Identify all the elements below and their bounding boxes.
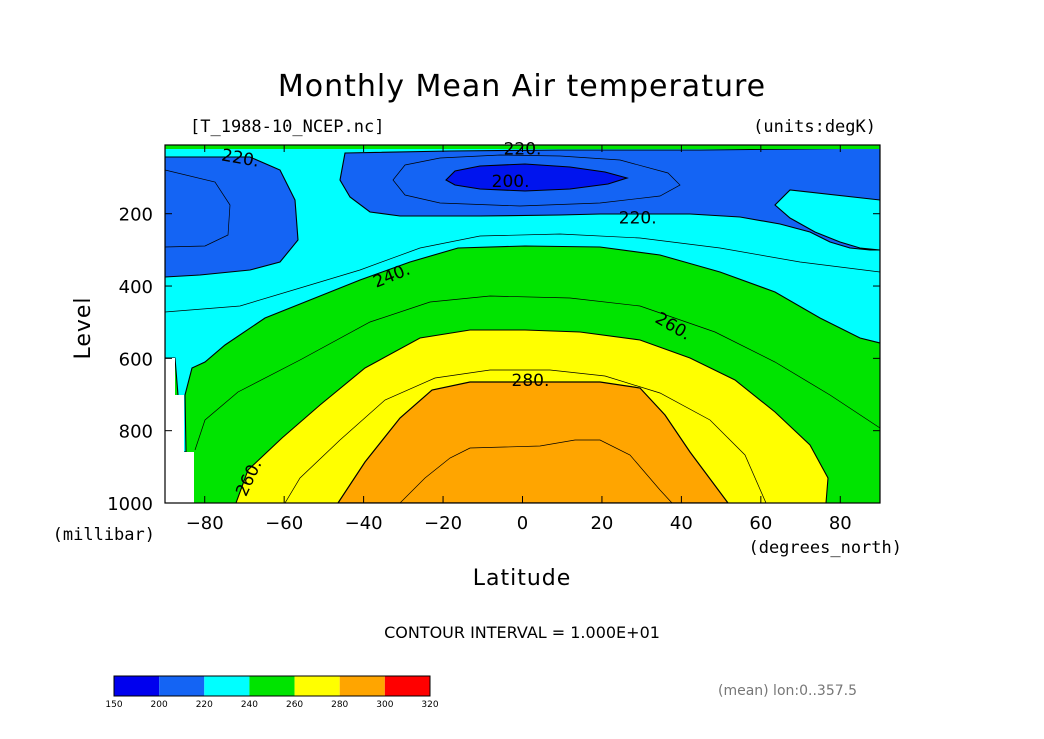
band-150-200-core bbox=[445, 163, 629, 192]
contour-210-core bbox=[392, 154, 681, 207]
contour-270 bbox=[284, 369, 767, 503]
x-axis: −80 −60 −40 −20 0 20 40 60 80 bbox=[186, 145, 852, 534]
contour-label: 200. bbox=[492, 172, 530, 192]
colorbar-tick-label: 320 bbox=[421, 700, 438, 710]
contour-interval-note: CONTOUR INTERVAL = 1.000E+01 bbox=[384, 623, 660, 642]
mean-note: (mean) lon:0..357.5 bbox=[718, 683, 857, 699]
y-axis-label: Level bbox=[71, 296, 96, 359]
colorbar-tick-label: 200 bbox=[151, 700, 168, 710]
x-tick-label: 40 bbox=[670, 513, 693, 534]
contour-label: 220. bbox=[504, 140, 542, 160]
file-label: [T_1988-10_NCEP.nc] bbox=[190, 117, 384, 137]
missing-data-region bbox=[165, 358, 194, 503]
contour-label-text: 220. bbox=[504, 140, 542, 160]
y-tick-label: 800 bbox=[119, 422, 153, 443]
y-axis-units: (millibar) bbox=[53, 525, 155, 545]
colorbar-swatch bbox=[294, 676, 340, 696]
y-tick-label: 200 bbox=[119, 205, 153, 226]
x-tick-label: −60 bbox=[265, 513, 303, 534]
x-tick-label: 80 bbox=[829, 513, 852, 534]
x-tick-label: 60 bbox=[749, 513, 772, 534]
colorbar-swatch bbox=[384, 676, 430, 696]
colorbar-tick-label: 280 bbox=[331, 700, 348, 710]
chart-title: Monthly Mean Air temperature bbox=[278, 69, 766, 104]
x-tick-label: 0 bbox=[517, 513, 528, 534]
colorbar-tick-label: 260 bbox=[286, 700, 303, 710]
units-label: (units:degK) bbox=[753, 117, 876, 137]
band-200-220-left bbox=[165, 156, 299, 278]
x-axis-units: (degrees_north) bbox=[748, 538, 902, 558]
x-axis-label: Latitude bbox=[473, 566, 572, 591]
colorbar-tick-label: 240 bbox=[241, 700, 258, 710]
colorbar-tick-label: 220 bbox=[196, 700, 213, 710]
x-tick-label: −80 bbox=[186, 513, 224, 534]
contour-210-left bbox=[165, 169, 231, 248]
colorbar: 150 200 220 240 260 280 300 320 bbox=[105, 675, 439, 710]
x-tick-label: 20 bbox=[590, 513, 613, 534]
contour-label-text: 200. bbox=[492, 172, 530, 192]
plot-area bbox=[165, 145, 880, 503]
y-axis: 200 400 600 800 1000 bbox=[107, 205, 880, 515]
colorbar-tick-label: 300 bbox=[376, 700, 393, 710]
contour-250 bbox=[194, 295, 880, 451]
x-tick-label: −20 bbox=[424, 513, 462, 534]
colorbar-swatch bbox=[249, 676, 295, 696]
y-tick-label: 600 bbox=[119, 349, 153, 370]
band-280-300 bbox=[337, 381, 729, 503]
colorbar-swatch bbox=[159, 676, 205, 696]
contour-label-text: 280. bbox=[512, 371, 550, 391]
colorbar-swatch bbox=[114, 676, 160, 696]
colorbar-tick-label: 150 bbox=[105, 700, 122, 710]
contour-label: 280. bbox=[512, 371, 550, 391]
x-tick-label: −40 bbox=[345, 513, 383, 534]
contour-290 bbox=[399, 439, 673, 503]
y-tick-label: 1000 bbox=[107, 494, 153, 515]
colorbar-frame bbox=[113, 675, 431, 697]
colorbar-swatch bbox=[204, 676, 250, 696]
y-tick-label: 400 bbox=[119, 277, 153, 298]
contour-label: 220. bbox=[619, 208, 657, 228]
contour-label-text: 220. bbox=[619, 208, 657, 228]
colorbar-swatch bbox=[339, 676, 385, 696]
contour-230 bbox=[165, 233, 880, 313]
